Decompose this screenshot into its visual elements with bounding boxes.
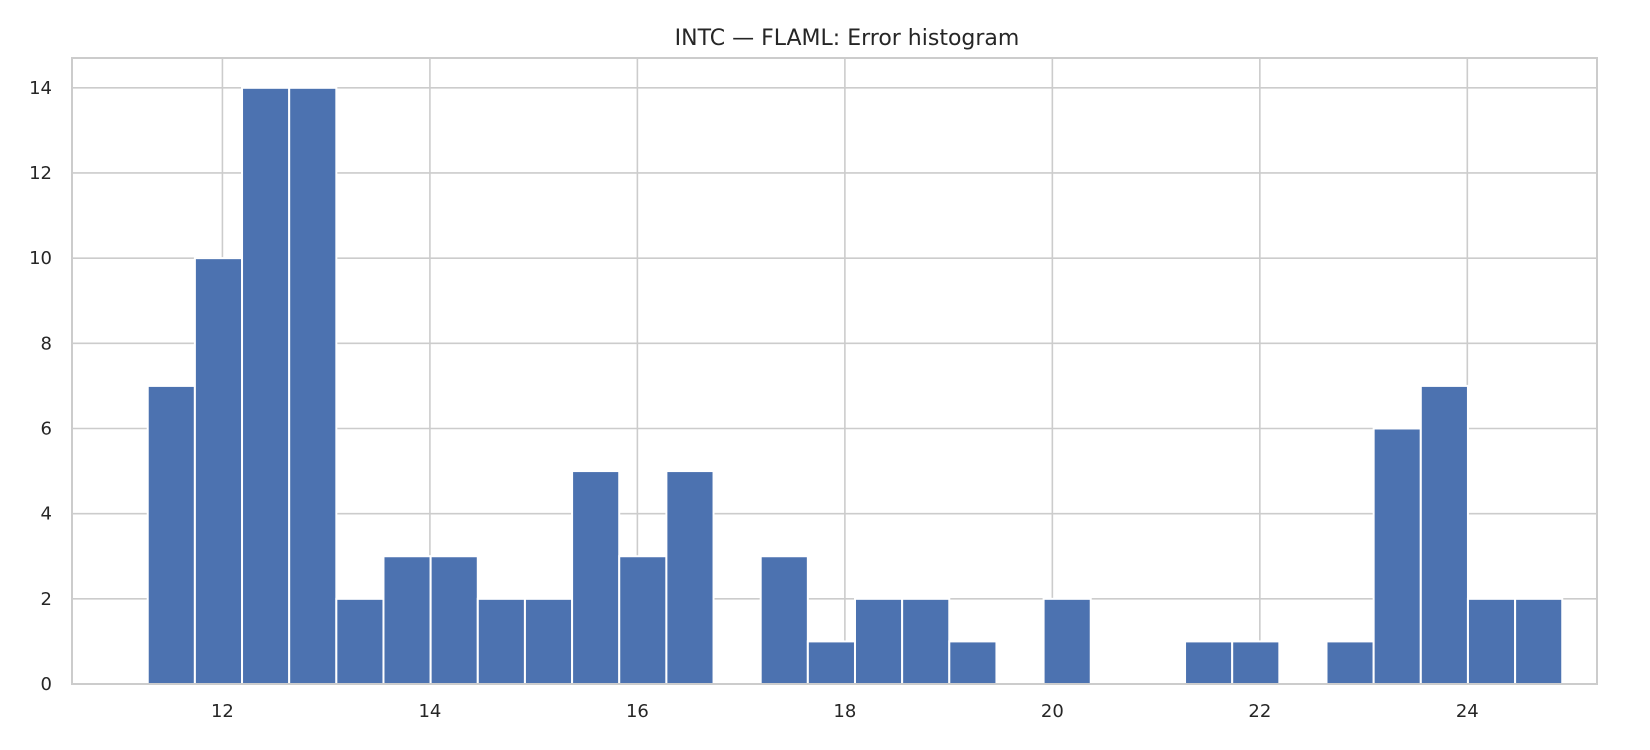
y-tick-label-3: 6 — [41, 418, 52, 439]
histogram-bar-8 — [523, 597, 574, 686]
y-tick-label-1: 2 — [41, 589, 52, 610]
histogram-bar-3 — [288, 86, 338, 686]
chart-title: INTC — FLAML: Error histogram — [675, 26, 1020, 51]
histogram-bar-0 — [146, 384, 196, 685]
y-tick-label-6: 12 — [29, 163, 52, 184]
histogram-bar-13 — [759, 555, 809, 685]
histogram-bar-27 — [1419, 384, 1469, 685]
y-tick-label-2: 4 — [41, 504, 52, 525]
histogram-bar-10 — [618, 555, 668, 685]
histogram-bar-7 — [476, 597, 526, 686]
histogram-bar-16 — [901, 597, 951, 686]
histogram-bar-22 — [1184, 640, 1234, 686]
y-tick-label-5: 10 — [29, 248, 52, 269]
y-tick-label-7: 14 — [29, 78, 52, 99]
histogram-bar-1 — [193, 257, 244, 685]
x-tick-label-3: 18 — [833, 701, 856, 722]
histogram-bar-28 — [1466, 597, 1517, 686]
histogram-bar-25 — [1325, 640, 1375, 686]
y-tick-label-0: 0 — [41, 674, 52, 695]
x-tick-label-0: 12 — [211, 701, 234, 722]
histogram-bar-14 — [806, 640, 856, 686]
histogram-bar-15 — [853, 597, 904, 686]
x-tick-label-4: 20 — [1041, 701, 1064, 722]
x-axis-ticks: 12 14 16 18 20 22 24 — [211, 701, 1479, 722]
axes-frame — [71, 57, 1598, 685]
histogram-bar-23 — [1231, 640, 1281, 686]
y-axis-ticks: 0 2 4 6 8 10 12 14 — [29, 78, 52, 695]
x-tick-label-5: 22 — [1248, 701, 1271, 722]
x-tick-label-1: 14 — [418, 701, 441, 722]
histogram-bar-17 — [948, 640, 998, 686]
histogram-bar-2 — [241, 86, 291, 686]
histogram-bar-5 — [382, 555, 432, 685]
histogram-bar-29 — [1514, 597, 1564, 686]
histogram-bar-11 — [665, 470, 715, 685]
histogram-bar-19 — [1042, 597, 1092, 686]
x-tick-label-6: 24 — [1456, 701, 1479, 722]
histogram-bar-9 — [571, 470, 621, 685]
histogram-bar-4 — [335, 597, 385, 686]
x-tick-label-2: 16 — [626, 701, 649, 722]
y-tick-label-4: 8 — [41, 333, 52, 354]
histogram-bars — [146, 86, 1564, 686]
histogram-bar-6 — [429, 555, 479, 685]
histogram-bar-26 — [1372, 427, 1422, 686]
